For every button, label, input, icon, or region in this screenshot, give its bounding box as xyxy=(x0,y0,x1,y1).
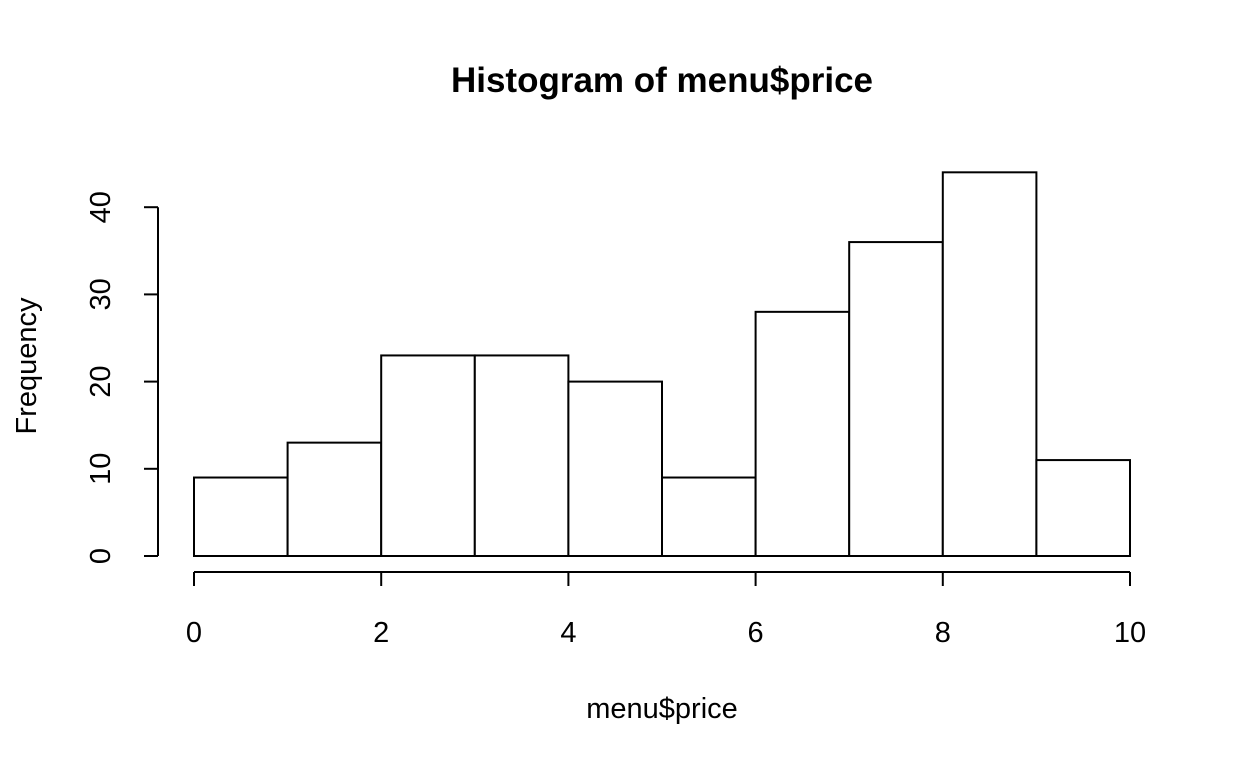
x-tick-label: 8 xyxy=(935,617,951,649)
histogram-bar xyxy=(661,476,757,557)
bars-group xyxy=(193,171,1132,558)
histogram-bar xyxy=(286,441,383,558)
y-tick-label: 30 xyxy=(85,278,117,310)
y-tick-label: 0 xyxy=(85,548,117,564)
y-tick-label: 40 xyxy=(85,191,117,223)
histogram-bar xyxy=(193,476,289,557)
histogram-bar xyxy=(473,354,570,557)
histogram-bar xyxy=(941,171,1038,557)
y-axis-label: Frequency xyxy=(11,297,43,435)
chart-title: Histogram of menu$price xyxy=(451,61,873,100)
histogram-bar xyxy=(380,354,476,557)
histogram-bar xyxy=(848,241,944,558)
histogram-bar xyxy=(1035,459,1132,557)
x-tick-label: 6 xyxy=(748,617,764,649)
histogram-bar xyxy=(754,310,851,557)
y-axis: 0 10 20 30 40 xyxy=(85,191,159,564)
x-tick-label: 0 xyxy=(186,617,202,649)
y-tick-label: 10 xyxy=(85,453,117,485)
x-axis: 0 2 4 6 8 10 xyxy=(186,571,1146,649)
x-tick-label: 2 xyxy=(373,617,389,649)
histogram-bar xyxy=(567,380,664,557)
x-tick-label: 4 xyxy=(560,617,576,649)
y-tick-label: 20 xyxy=(85,365,117,397)
x-axis-label: menu$price xyxy=(586,693,738,725)
x-tick-label: 10 xyxy=(1114,617,1146,649)
